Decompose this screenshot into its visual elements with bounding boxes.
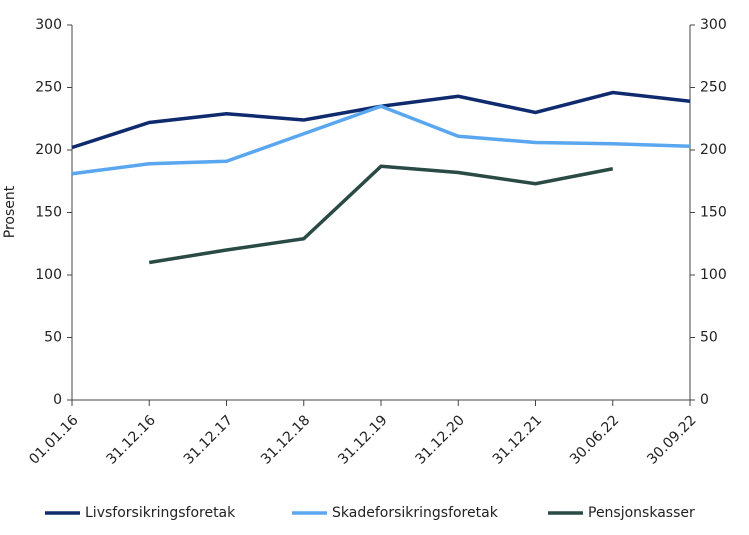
- y-tick-label: 250: [35, 80, 62, 96]
- x-tick-label: 31.12.20: [413, 412, 468, 467]
- legend-label: Skadeforsikringsforetak: [332, 505, 499, 521]
- y2-tick-label: 300: [700, 17, 727, 33]
- x-tick-label: 31.12.19: [335, 412, 390, 467]
- y2-tick-label: 100: [700, 267, 727, 283]
- x-tick-label: 31.12.16: [104, 412, 159, 467]
- line-series: [148, 164, 614, 265]
- y-tick-label: 200: [35, 142, 62, 158]
- x-tick-label: 01.01.16: [26, 412, 81, 467]
- y-tick-label: 100: [35, 267, 62, 283]
- x-tick-label: 31.12.21: [490, 412, 545, 467]
- legend-label: Livsforsikringsforetak: [85, 505, 236, 521]
- y2-tick-label: 200: [700, 142, 727, 158]
- legend-label: Pensjonskasser: [588, 505, 695, 521]
- x-tick-label: 30.09.22: [644, 412, 699, 467]
- y-tick-label: 50: [44, 330, 62, 346]
- line-series: [71, 104, 691, 176]
- line-series: [71, 90, 691, 150]
- x-tick-label: 31.12.17: [181, 412, 236, 467]
- y-tick-label: 150: [35, 205, 62, 221]
- x-tick-label: 30.06.22: [567, 412, 622, 467]
- y-tick-label: 0: [53, 392, 62, 408]
- y2-tick-label: 0: [700, 392, 709, 408]
- y2-tick-label: 50: [700, 330, 718, 346]
- y2-tick-label: 250: [700, 80, 727, 96]
- y2-tick-label: 150: [700, 205, 727, 221]
- y-axis-label: Prosent: [2, 185, 18, 238]
- y-tick-label: 300: [35, 17, 62, 33]
- x-tick-label: 31.12.18: [258, 412, 313, 467]
